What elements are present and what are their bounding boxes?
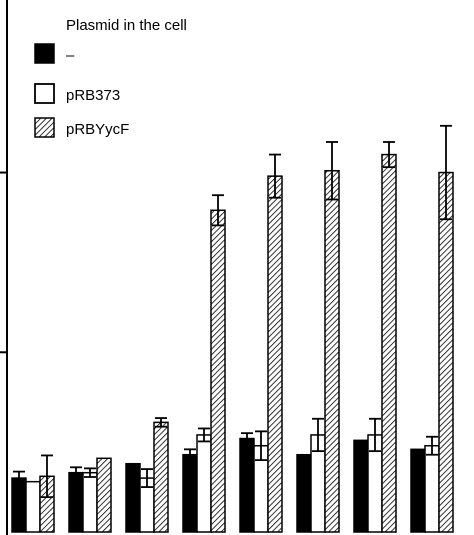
- bar-open-1: [25, 480, 41, 533]
- bar-open-8: [424, 444, 440, 533]
- error-bar-hatched-3: [155, 417, 167, 428]
- error-bar-hatched-1: [41, 454, 53, 499]
- error-bar-open-6: [312, 417, 324, 453]
- bar-hatched-7: [381, 153, 397, 533]
- bar-solid-6: [296, 453, 312, 533]
- legend-label-hatched: pRBYycF: [66, 121, 129, 138]
- error-bar-solid-2: [70, 466, 82, 479]
- bar-solid-7: [353, 439, 369, 533]
- error-bar-hatched-4: [212, 194, 224, 227]
- bars: [11, 124, 454, 533]
- error-bar-open-3: [141, 468, 153, 488]
- error-bar-open-4: [198, 427, 210, 443]
- bar-hatched-6: [324, 169, 340, 533]
- bar-hatched-3: [153, 421, 169, 533]
- y-axis: [0, 0, 8, 535]
- bar-hatched-2: [96, 457, 112, 533]
- bar-solid-3: [125, 462, 141, 533]
- error-bar-hatched-8: [440, 124, 452, 221]
- error-bar-open-2: [84, 467, 96, 478]
- bar-solid-4: [182, 453, 198, 533]
- bar-hatched-8: [438, 171, 454, 533]
- legend-label-open: pRB373: [66, 87, 120, 104]
- error-bar-hatched-5: [269, 153, 281, 199]
- legend-title: Plasmid in the cell: [66, 17, 187, 34]
- legend: Plasmid in the cell – pRB373 pRBYycF: [34, 17, 187, 138]
- legend-swatch-open: [34, 83, 55, 104]
- bar-solid-8: [410, 448, 426, 533]
- bar-open-4: [196, 434, 212, 533]
- error-bar-solid-4: [184, 448, 196, 462]
- bar-open-2: [82, 471, 98, 533]
- error-bar-open-5: [255, 430, 267, 462]
- bar-hatched-4: [210, 209, 226, 533]
- error-bar-solid-5: [241, 432, 253, 445]
- error-bar-hatched-7: [383, 141, 395, 169]
- error-bar-open-7: [369, 417, 381, 453]
- legend-swatch-hatched: [34, 117, 55, 138]
- bar-solid-1: [11, 477, 27, 533]
- error-bar-open-8: [426, 435, 438, 456]
- legend-label-solid: –: [66, 47, 75, 64]
- bar-hatched-5: [267, 175, 283, 533]
- error-bar-hatched-6: [326, 141, 338, 201]
- error-bar-solid-1: [13, 470, 25, 486]
- legend-swatch-solid: [34, 43, 55, 64]
- bar-solid-5: [239, 437, 255, 533]
- bar-solid-2: [68, 471, 84, 533]
